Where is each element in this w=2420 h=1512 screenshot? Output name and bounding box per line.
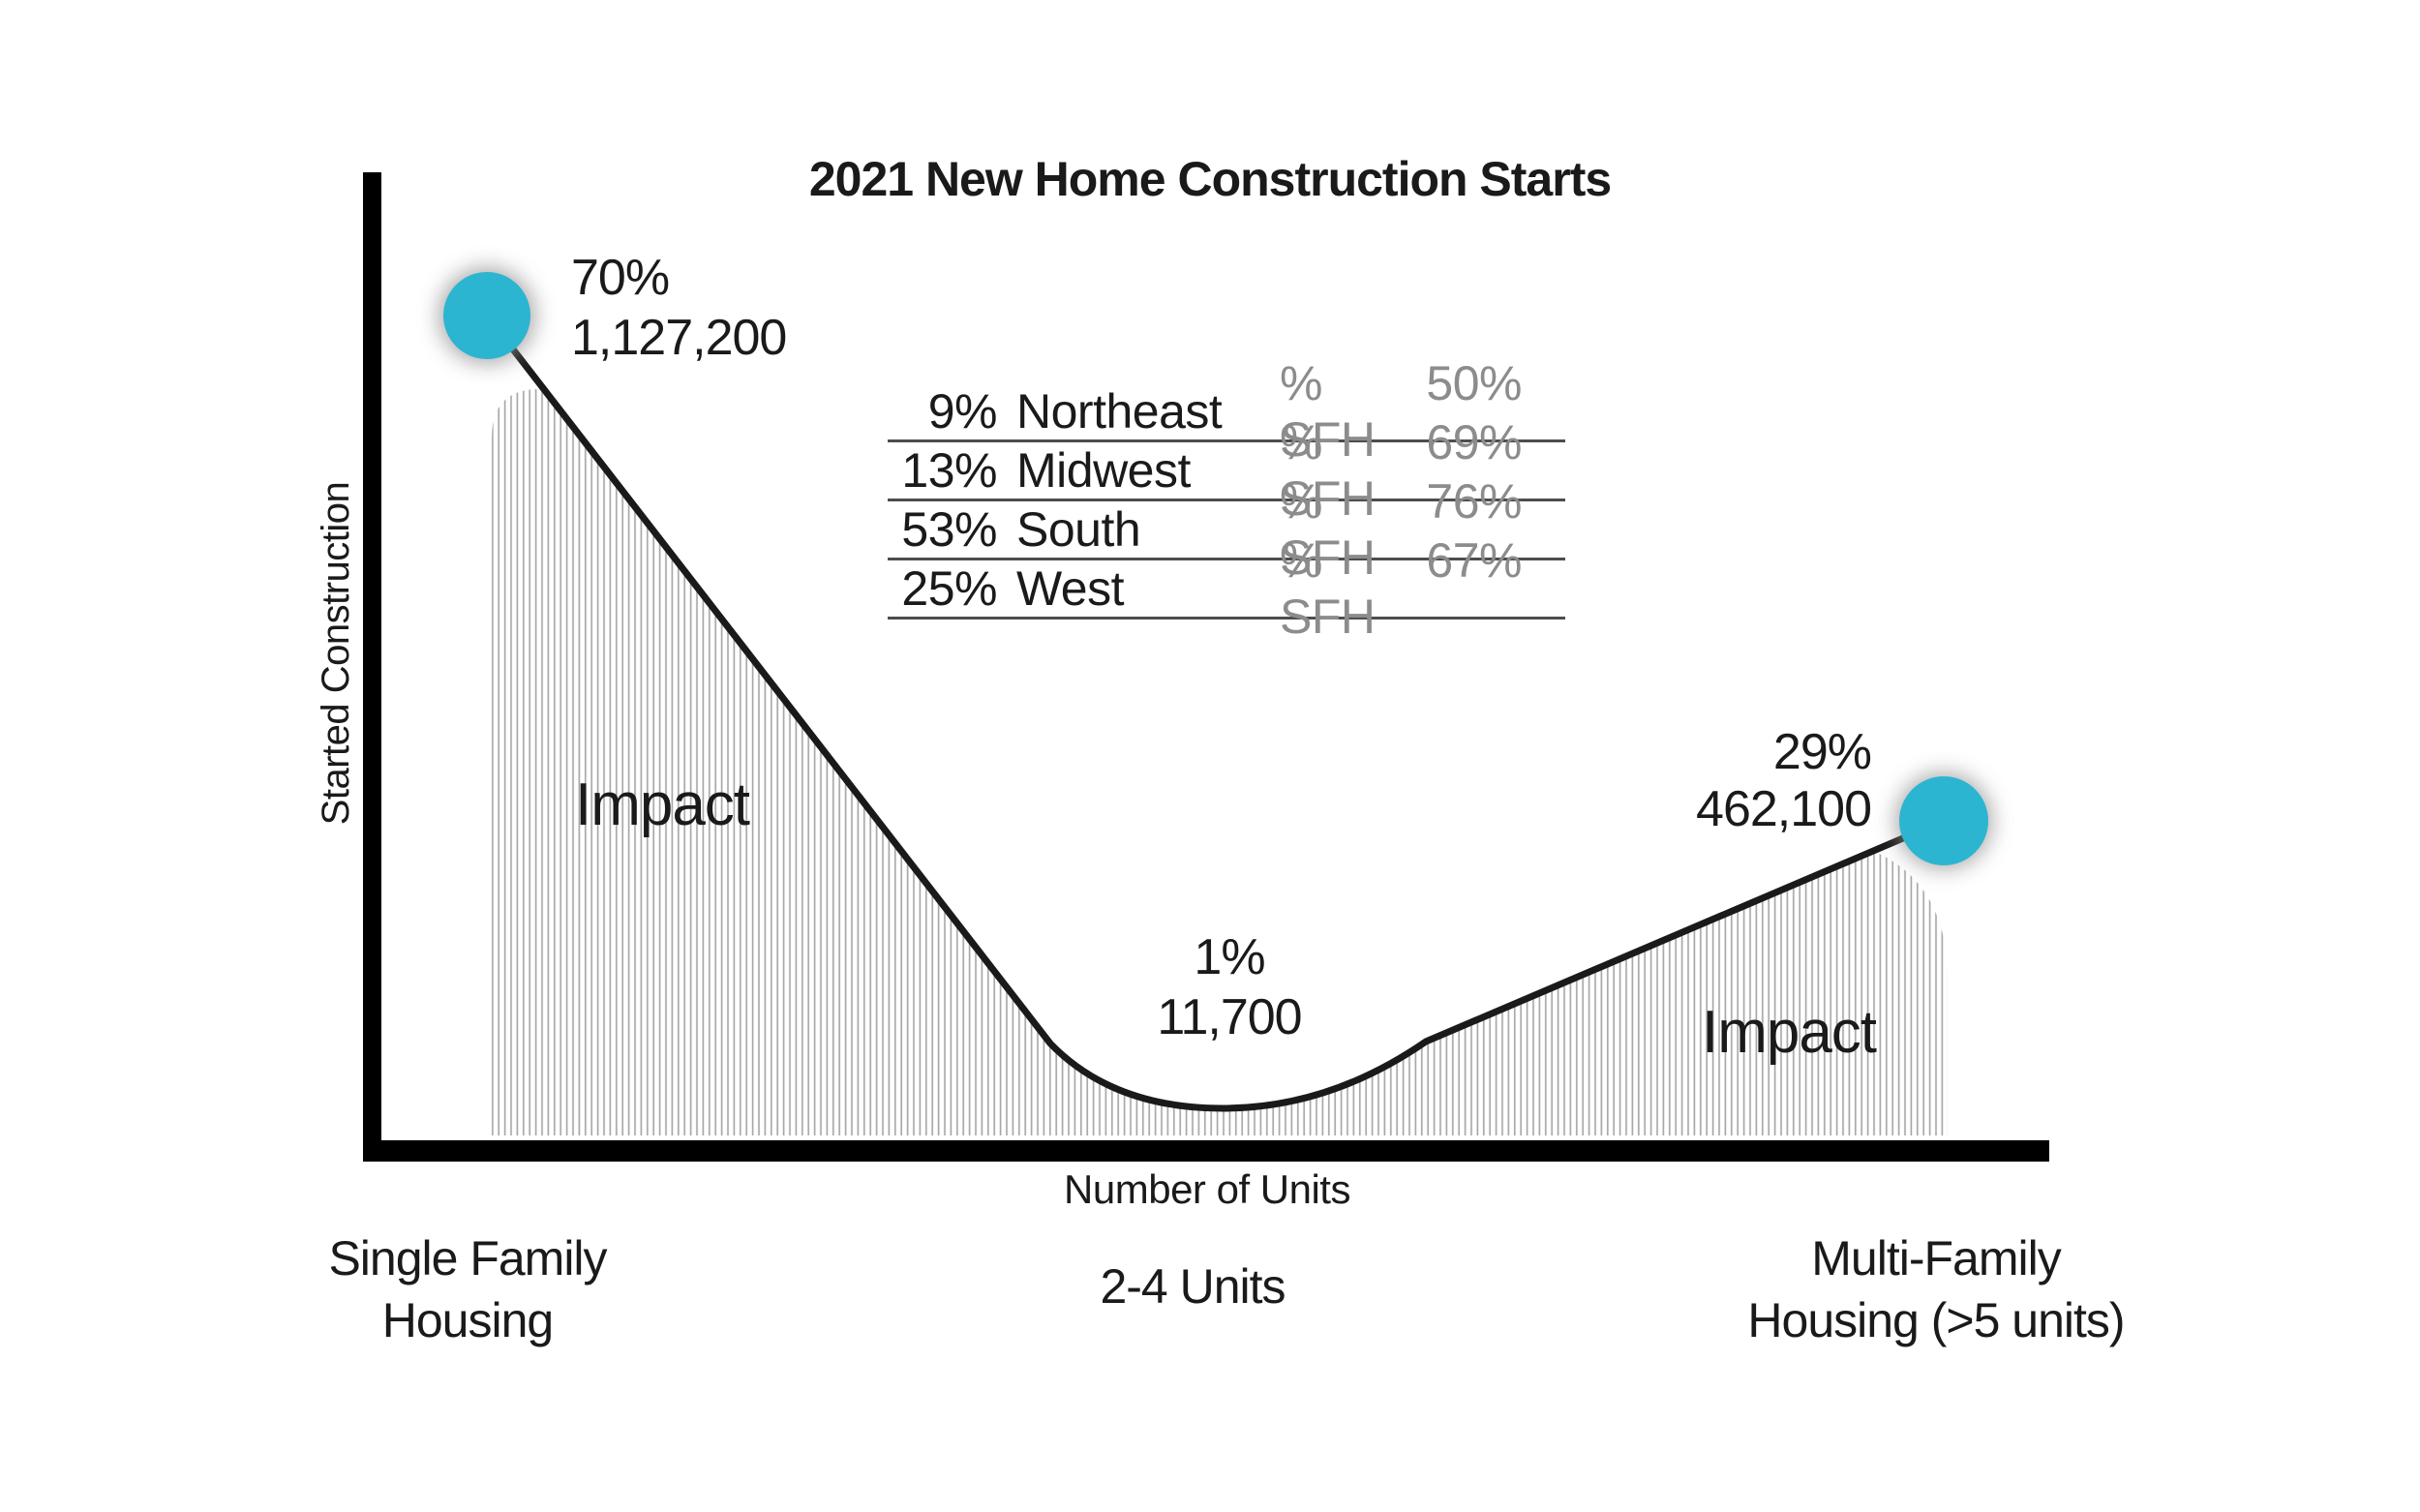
category-line: Multi-Family	[1811, 1231, 2061, 1285]
region-name: Northeast	[1016, 384, 1223, 438]
single-family-count: 1,127,200	[571, 310, 787, 366]
sfh-value: 67%	[1426, 533, 1522, 588]
y-axis-line	[363, 172, 381, 1162]
sfh-label: % SFH	[1280, 533, 1376, 644]
multi-family-share: 29%	[1772, 724, 1872, 780]
x-axis-line	[363, 1140, 2049, 1162]
region-share: 53%	[901, 502, 997, 557]
category-line: Housing	[381, 1293, 554, 1347]
table-row: 53% South % SFH 76%	[888, 474, 1565, 585]
x-axis-label: Number of Units	[1064, 1166, 1350, 1212]
region-sfh: % SFH 76%	[1280, 473, 1522, 586]
category-single-family: Single Family Housing	[226, 1227, 710, 1351]
two-four-share: 1%	[1194, 929, 1265, 985]
single-family-share: 70%	[571, 250, 670, 306]
impact-label-right: Impact	[1701, 999, 1877, 1066]
impact-hatch-area	[492, 388, 1948, 1136]
region-sfh: % SFH 69%	[1280, 414, 1522, 527]
y-axis-label: Started Construction	[315, 481, 357, 826]
region-share: 13%	[901, 443, 997, 498]
annotation-single-family: 70% 1,127,200	[571, 248, 787, 368]
category-multi-family: Multi-Family Housing (>5 units)	[1694, 1227, 2178, 1351]
regional-breakdown-table: 9% Northeast % SFH 50% 13% Midwest % SFH…	[888, 356, 1565, 644]
multi-family-count: 462,100	[1696, 781, 1872, 837]
table-row: 13% Midwest % SFH 69%	[888, 415, 1565, 526]
annotation-multi-family: 29% 462,100	[1696, 724, 1872, 838]
sfh-value: 76%	[1426, 474, 1522, 529]
sfh-label: % SFH	[1280, 474, 1376, 585]
region-name: South	[1016, 502, 1141, 557]
two-four-count: 11,700	[1157, 989, 1302, 1045]
category-line: Housing (>5 units)	[1747, 1293, 2125, 1347]
region-share: 9%	[927, 384, 998, 438]
sfh-value: 69%	[1426, 415, 1522, 469]
region-name: West	[1016, 561, 1125, 616]
sfh-label: % SFH	[1280, 356, 1376, 467]
region-sfh: % SFH 67%	[1280, 532, 1522, 645]
category-line: Single Family	[328, 1231, 607, 1285]
sfh-label: % SFH	[1280, 415, 1376, 526]
table-row: 9% Northeast % SFH 50%	[888, 356, 1565, 467]
chart-title: 2021 New Home Construction Starts	[808, 152, 1612, 206]
category-two-four-units: 2-4 Units	[1100, 1259, 1286, 1314]
impact-label-left: Impact	[574, 771, 750, 838]
region-sfh: % SFH 50%	[1280, 355, 1522, 468]
data-point-multi-family	[1899, 776, 1988, 865]
annotation-two-four-units: 1% 11,700	[1036, 927, 1423, 1047]
region-share: 25%	[901, 561, 997, 616]
starts-curve-line	[483, 312, 1948, 1112]
region-name: Midwest	[1016, 443, 1191, 498]
data-point-single-family	[443, 272, 530, 359]
table-row: 25% West % SFH 67%	[888, 533, 1565, 644]
sfh-value: 50%	[1426, 356, 1522, 410]
